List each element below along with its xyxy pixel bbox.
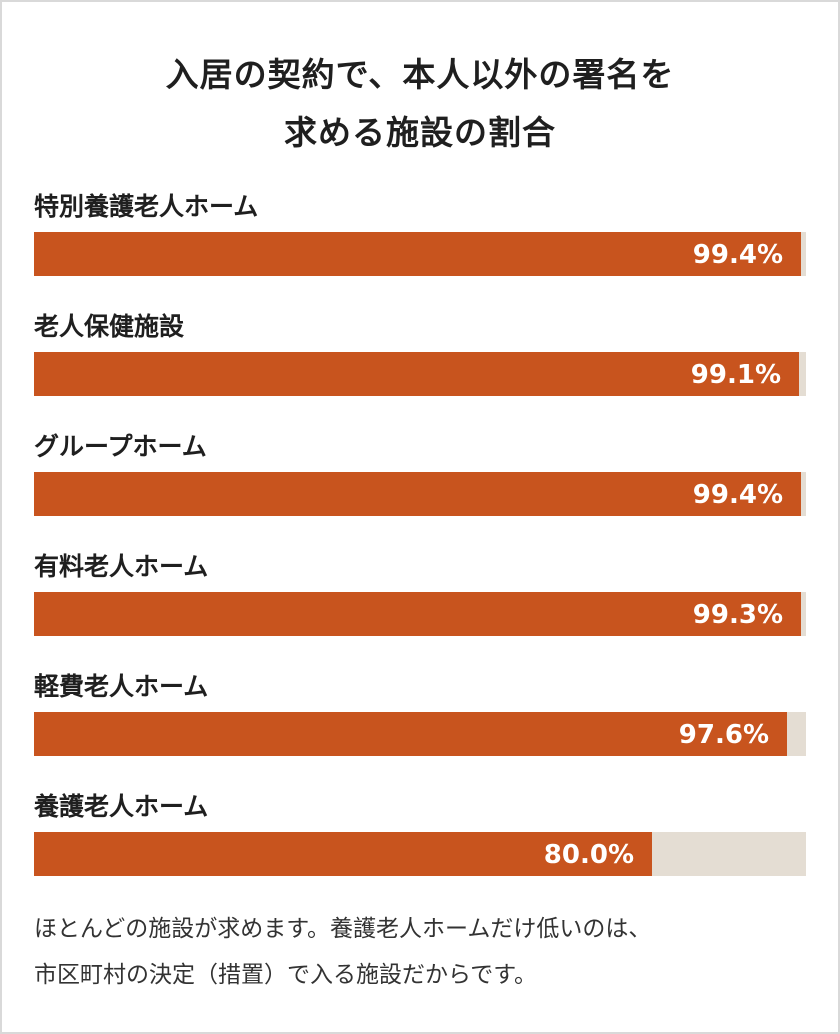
category-label: 特別養護老人ホーム xyxy=(34,192,259,221)
category-label: 有料老人ホーム xyxy=(34,552,209,581)
chart-title: 入居の契約で、本人以外の署名を 求める施設の割合 xyxy=(0,46,840,162)
value-label: 97.6% xyxy=(678,720,769,750)
bar xyxy=(34,232,801,276)
category-label: 老人保健施設 xyxy=(34,312,185,341)
bar-track: 99.1% xyxy=(34,352,806,396)
category-label: 養護老人ホーム xyxy=(34,792,209,821)
chart-title-line-2: 求める施設の割合 xyxy=(284,113,556,152)
category-label: 軽費老人ホーム xyxy=(34,672,209,701)
footnote: ほとんどの施設が求めます。養護老人ホームだけ低いのは、 市区町村の決定（措置）で… xyxy=(34,906,814,998)
bar xyxy=(34,352,799,396)
value-label: 99.1% xyxy=(690,360,781,390)
footnote-line-1: ほとんどの施設が求めます。養護老人ホームだけ低いのは、 xyxy=(34,916,652,942)
footnote-line-2: 市区町村の決定（措置）で入る施設だからです。 xyxy=(34,962,538,988)
chart-title-line-1: 入居の契約で、本人以外の署名を xyxy=(165,55,675,94)
bar xyxy=(34,592,801,636)
bar-track: 99.3% xyxy=(34,592,806,636)
bar-track: 99.4% xyxy=(34,472,806,516)
value-label: 99.4% xyxy=(692,240,783,270)
value-label: 99.3% xyxy=(692,600,783,630)
bar-track: 80.0% xyxy=(34,832,806,876)
category-label: グループホーム xyxy=(34,432,207,461)
bar xyxy=(34,712,787,756)
bar-track: 97.6% xyxy=(34,712,806,756)
bar xyxy=(34,472,801,516)
value-label: 80.0% xyxy=(543,840,634,870)
bar xyxy=(34,832,652,876)
value-label: 99.4% xyxy=(692,480,783,510)
bar-track: 99.4% xyxy=(34,232,806,276)
